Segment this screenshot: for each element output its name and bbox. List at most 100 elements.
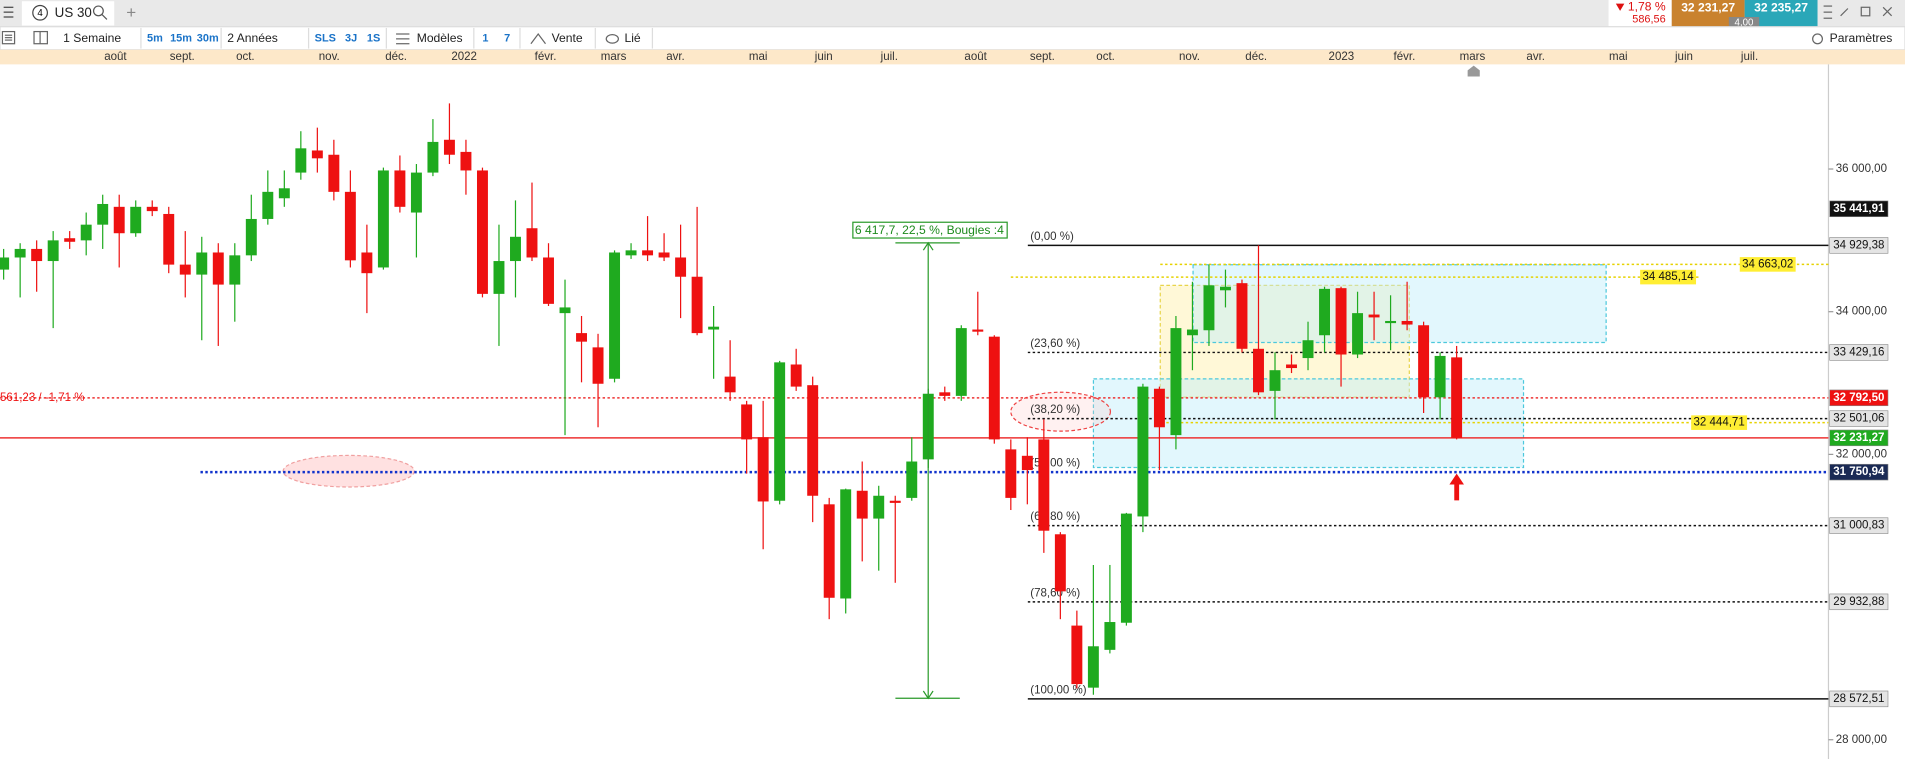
price-tag-bg [1829,429,1889,447]
toolbar-button[interactable]: 7 [504,33,510,45]
toolbar-button[interactable]: SLS [315,33,336,45]
y-tick-label: 28 000,00 [1836,734,1887,746]
fib-label: (78,60 %) [1030,587,1080,599]
x-tick-label: 2023 [1329,51,1355,63]
price-tag-bg [1829,237,1889,254]
x-tick-label: juil. [1740,51,1758,63]
spread-box [1728,17,1760,28]
candle-body [278,188,290,199]
candle-body [559,307,571,314]
price-tag-bg [1829,410,1889,427]
candle-body [1451,357,1463,438]
x-tick-label: sept. [1030,51,1055,63]
search-icon[interactable] [92,5,108,20]
candle-body [1153,388,1165,428]
list-icon[interactable] [1,30,16,45]
candle-body [443,139,455,155]
ask[interactable]: 32 235,27 [1754,1,1808,15]
price-tag-bg [1829,517,1889,534]
candle-body [856,490,868,519]
price-tag: 32 501,06 [1833,413,1884,425]
candle-body [1286,364,1297,369]
candle-body [97,203,109,225]
candle-body [790,364,802,387]
fib-label: (50,00 %) [1030,458,1080,470]
link-icon[interactable] [605,34,620,44]
candle-body [840,489,852,599]
y-tick-label: 32 000,00 [1836,448,1887,460]
candle-body [460,151,472,171]
models-icon[interactable] [396,33,410,45]
candle-body [526,228,538,258]
toolbar-button[interactable]: 30m [197,33,219,45]
toolbar-button[interactable]: 1 [482,33,488,45]
toolbar-button[interactable]: 15m [170,33,192,45]
candle-body [1071,625,1083,685]
x-tick-label: mai [749,51,768,63]
y-tick-label: 36 000,00 [1836,163,1887,175]
tab-bar [0,0,1905,27]
candle-body [328,154,340,192]
price-tag-bg [1829,593,1889,611]
toolbar-button[interactable]: Lié [624,31,640,45]
menu-icon[interactable] [3,6,14,18]
time-marker[interactable] [1467,65,1480,77]
candle-body [31,248,43,262]
candle-body [543,257,554,304]
settings[interactable]: Paramètres [1830,31,1893,45]
candle-body [906,461,918,498]
candle-body [1385,320,1397,324]
candle-body [1137,386,1149,517]
toolbar-button[interactable]: 2 Années [227,31,278,45]
candle-body [1335,288,1347,355]
fib-label: (100,00 %) [1030,684,1087,696]
change-points: 586,56 [1632,13,1665,25]
candle-body [295,148,307,173]
measure-tool[interactable] [895,241,960,700]
candle-body [229,255,241,285]
candle-body [361,252,373,274]
tab-title[interactable]: US 30 [55,5,92,20]
level-tag: 32 444,71 [1693,417,1744,429]
candle-body [1302,340,1314,359]
x-tick-label: juin [1674,51,1693,63]
zone-ellipse[interactable] [1010,391,1112,432]
toolbar-button[interactable]: 1S [367,33,380,45]
candle-body [47,240,59,262]
price-tag: 32 231,27 [1833,432,1884,444]
up-arrow [1449,473,1464,501]
annotation: 6 417,7, 22,5 %, Bougies :4 [855,223,1004,237]
candle-body [130,206,142,234]
settings-icon[interactable] [1812,33,1823,45]
sell-icon[interactable] [530,32,546,45]
bid[interactable]: 32 231,27 [1681,1,1735,15]
price-tag-bg [1829,344,1889,361]
candle-body [0,257,10,270]
tab-number-circle [32,4,48,21]
level-tag-bg [1739,257,1796,272]
window-icons[interactable] [1823,5,1893,19]
toolbar-button[interactable]: 5m [147,33,163,45]
candle-body [972,329,984,332]
candle-body [311,150,323,159]
x-tick-label: août [104,51,127,63]
candle-body [708,326,720,330]
candle-body [427,141,439,173]
candle-body [377,170,389,268]
toolbar-button[interactable]: Modèles [417,31,463,45]
candle-body [1368,314,1380,318]
candle-body [179,264,191,275]
x-tick-label: déc. [1245,51,1267,63]
levels: 35 441,91 (0,00 %) 34 929,38 34 663,02 34 48… [0,200,1889,708]
candle-body [245,218,257,256]
tab-number: 4 [37,8,43,19]
candle-body [1418,325,1430,398]
toolbar-button[interactable]: 3J [345,33,357,45]
price-tag: 32 792,50 [1833,392,1884,404]
layout-icon[interactable] [33,30,48,45]
toolbar-button[interactable]: 1 Semaine [63,31,121,45]
toolbar-button[interactable]: Vente [552,31,583,45]
add-tab[interactable]: + [126,3,136,22]
tab[interactable] [21,1,115,26]
